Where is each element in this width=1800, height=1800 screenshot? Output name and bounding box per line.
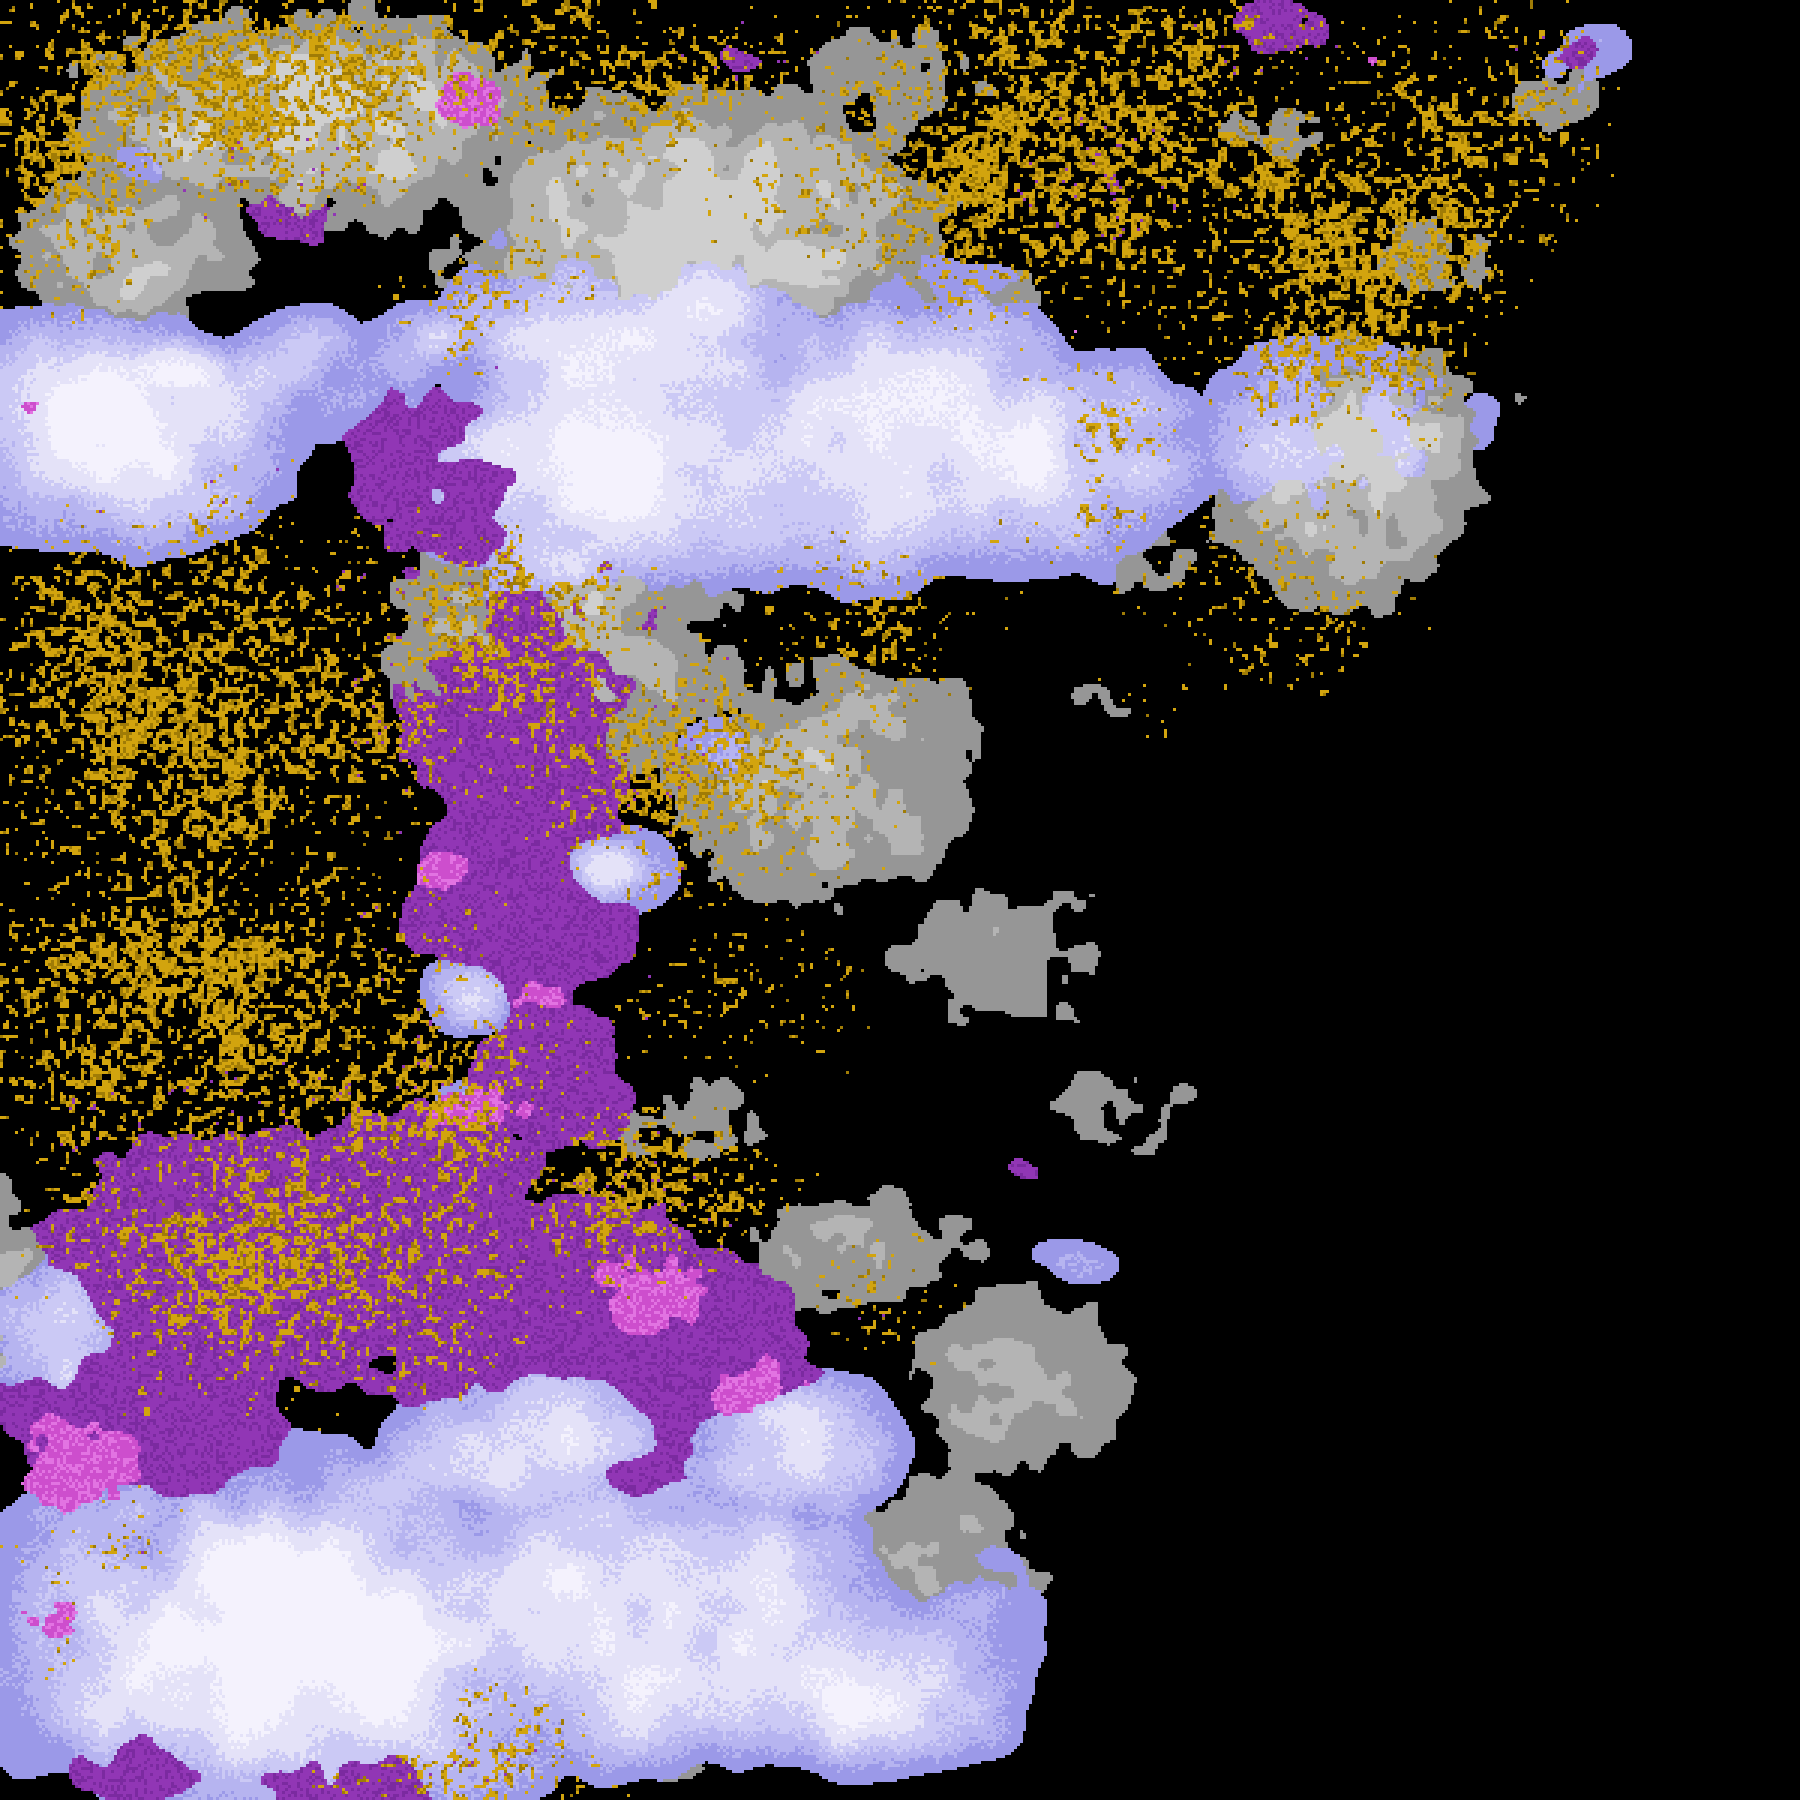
- satellite-canvas: [0, 0, 1800, 1800]
- satellite-image-viewport: [0, 0, 1800, 1800]
